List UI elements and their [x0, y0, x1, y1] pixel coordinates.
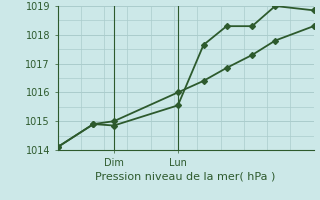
X-axis label: Pression niveau de la mer( hPa ): Pression niveau de la mer( hPa ) [95, 172, 276, 182]
